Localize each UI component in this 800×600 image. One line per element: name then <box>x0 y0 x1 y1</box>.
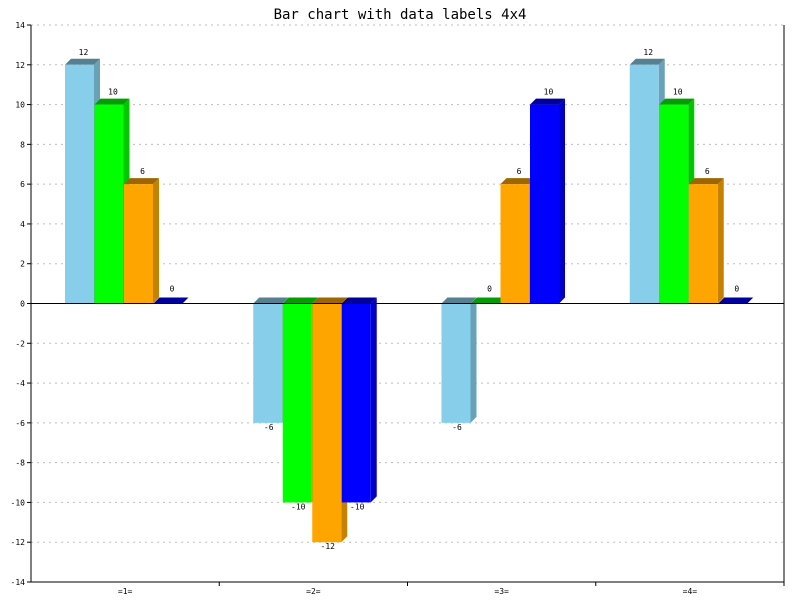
y-tick-label: 2 <box>20 260 25 269</box>
bar-front <box>253 303 283 423</box>
y-tick-label: -14 <box>11 578 26 587</box>
bar-front <box>500 184 530 304</box>
data-label: 0 <box>487 285 492 294</box>
bar-side <box>470 297 477 423</box>
data-label: 0 <box>734 285 739 294</box>
y-tick-label: 12 <box>15 61 25 70</box>
data-label: -10 <box>291 502 306 511</box>
data-label: 6 <box>517 167 522 176</box>
y-tick-label: -2 <box>15 339 25 348</box>
y-tick-label: -4 <box>15 379 25 388</box>
bar-top <box>471 297 506 304</box>
bar-side <box>717 178 724 304</box>
bar-top <box>688 178 724 185</box>
bar-front <box>124 184 153 304</box>
bar-side <box>559 98 565 304</box>
x-axis: =1= =2= =3= =4= <box>31 303 785 596</box>
bar <box>153 297 189 304</box>
data-label: 10 <box>673 88 683 97</box>
bar-side <box>370 297 377 503</box>
bar-front <box>341 303 371 503</box>
bar <box>471 297 506 304</box>
chart-title: Bar chart with data labels 4x4 <box>274 7 527 23</box>
bar-side <box>153 178 159 304</box>
data-label: 6 <box>140 167 145 176</box>
bar <box>341 297 377 503</box>
y-tick-label: 14 <box>15 21 25 30</box>
bar-top <box>94 98 130 105</box>
bar-top <box>659 98 695 105</box>
bar-top <box>124 178 159 185</box>
bar-top <box>341 297 377 304</box>
bar-top <box>282 297 318 304</box>
bar <box>530 98 565 304</box>
bar-top <box>530 98 565 105</box>
y-tick-label: 0 <box>20 300 25 309</box>
bar <box>688 178 724 304</box>
y-tick-label: 6 <box>20 180 25 189</box>
bar-front <box>94 104 124 304</box>
data-label: -12 <box>321 542 336 551</box>
bar-front <box>530 104 559 304</box>
bar <box>718 297 754 304</box>
y-tick-label: 8 <box>20 140 25 149</box>
data-label: 12 <box>79 48 89 57</box>
y-tick-label: -12 <box>11 538 26 547</box>
data-label: -6 <box>452 423 462 432</box>
bar-top <box>629 58 665 65</box>
data-label: -6 <box>264 423 274 432</box>
data-label: -10 <box>350 502 365 511</box>
y-tick-label: 10 <box>15 101 25 110</box>
bar-front <box>659 104 689 304</box>
data-label: 6 <box>705 167 710 176</box>
bar-top <box>312 297 348 304</box>
bar-front <box>282 303 312 503</box>
bar-top <box>441 297 477 304</box>
bar-front <box>312 303 342 543</box>
data-label: 12 <box>643 48 653 57</box>
bar-top <box>153 297 189 304</box>
y-tick-label: -10 <box>11 498 26 507</box>
data-labels: 12 10 6 0 -6 -10 -12 -10 -6 0 6 10 12 10 6 0 <box>79 48 740 551</box>
bar-top <box>65 58 100 65</box>
x-tick-label: =2= <box>306 587 321 596</box>
bar-top <box>253 297 289 304</box>
x-tick-label: =4= <box>683 587 698 596</box>
y-tick-label: 4 <box>20 220 25 229</box>
data-label: 10 <box>544 88 554 97</box>
data-label: 0 <box>170 285 175 294</box>
bar-top <box>500 178 536 185</box>
bar-top <box>718 297 754 304</box>
bar-front <box>441 303 471 423</box>
bar-front <box>629 64 659 304</box>
data-label: 10 <box>108 88 118 97</box>
bar-front <box>688 184 718 304</box>
bar <box>441 297 477 423</box>
y-tick-label: -8 <box>15 459 25 468</box>
bar-front <box>65 64 94 304</box>
bars <box>65 58 754 543</box>
bar <box>124 178 159 304</box>
x-tick-label: =1= <box>118 587 133 596</box>
x-tick-label: =3= <box>494 587 509 596</box>
y-tick-label: -6 <box>15 419 25 428</box>
